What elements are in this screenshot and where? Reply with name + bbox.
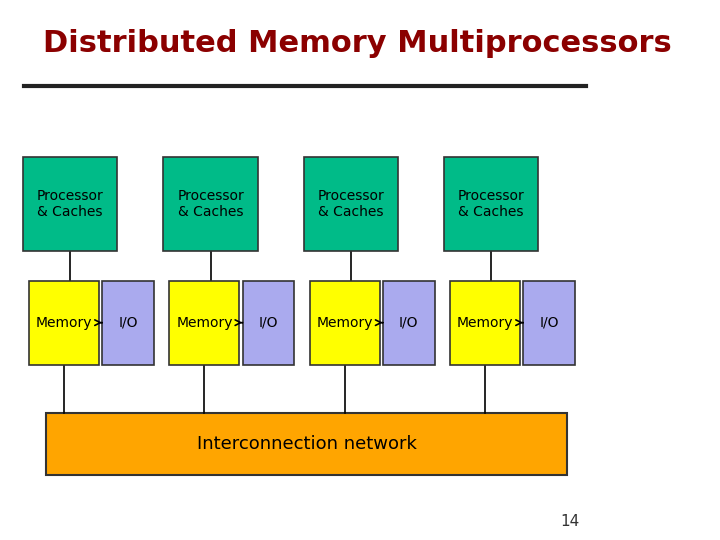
FancyBboxPatch shape	[444, 157, 539, 251]
Text: I/O: I/O	[539, 316, 559, 329]
Text: Processor
& Caches: Processor & Caches	[177, 189, 244, 219]
Text: Processor
& Caches: Processor & Caches	[37, 189, 104, 219]
FancyBboxPatch shape	[310, 281, 380, 364]
FancyBboxPatch shape	[102, 281, 154, 364]
Text: I/O: I/O	[399, 316, 418, 329]
FancyBboxPatch shape	[46, 413, 567, 475]
FancyBboxPatch shape	[23, 157, 117, 251]
Text: I/O: I/O	[258, 316, 278, 329]
FancyBboxPatch shape	[383, 281, 435, 364]
FancyBboxPatch shape	[243, 281, 294, 364]
Text: 14: 14	[560, 514, 580, 529]
Text: Distributed Memory Multiprocessors: Distributed Memory Multiprocessors	[42, 29, 672, 58]
Text: Memory: Memory	[176, 316, 233, 329]
Text: I/O: I/O	[118, 316, 138, 329]
FancyBboxPatch shape	[29, 281, 99, 364]
FancyBboxPatch shape	[523, 281, 575, 364]
Text: Memory: Memory	[317, 316, 373, 329]
FancyBboxPatch shape	[304, 157, 398, 251]
Text: Memory: Memory	[457, 316, 513, 329]
FancyBboxPatch shape	[450, 281, 520, 364]
Text: Processor
& Caches: Processor & Caches	[318, 189, 384, 219]
FancyBboxPatch shape	[163, 157, 258, 251]
Text: Processor
& Caches: Processor & Caches	[458, 189, 525, 219]
Text: Interconnection network: Interconnection network	[197, 435, 417, 453]
Text: Memory: Memory	[36, 316, 92, 329]
FancyBboxPatch shape	[169, 281, 240, 364]
